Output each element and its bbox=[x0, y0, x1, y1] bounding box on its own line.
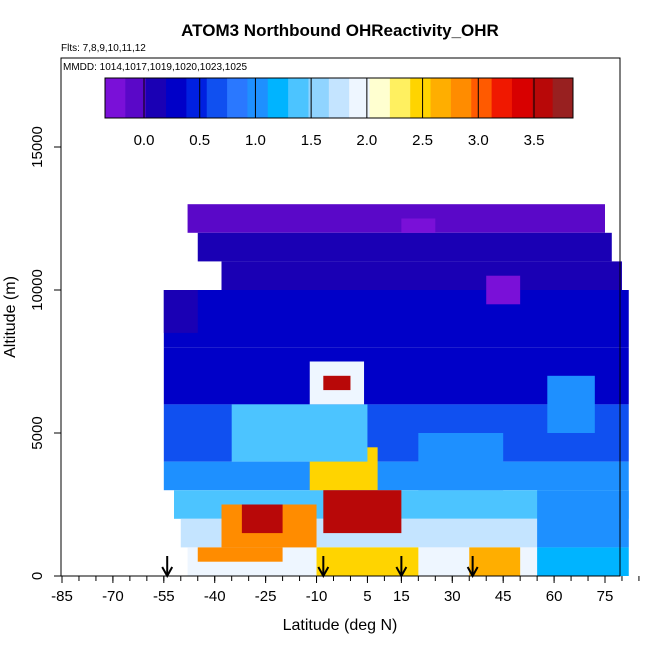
heatmap-cell bbox=[323, 375, 351, 391]
heatmap-cell bbox=[163, 290, 629, 348]
x-axis-label: Latitude (deg N) bbox=[283, 617, 398, 634]
colorbar-swatch bbox=[511, 78, 533, 118]
heatmap-cell bbox=[537, 547, 629, 576]
flights-subtitle: Flts: 7,8,9,10,11,12 bbox=[61, 43, 146, 54]
colorbar-swatch bbox=[145, 78, 167, 118]
x-tick-label: -25 bbox=[255, 588, 277, 605]
x-tick-label: 60 bbox=[546, 588, 563, 605]
x-tick-label: -40 bbox=[204, 588, 226, 605]
colorbar-swatch bbox=[349, 78, 371, 118]
heatmap-cell bbox=[241, 504, 283, 534]
colorbar-swatch bbox=[227, 78, 248, 118]
x-tick-label: 45 bbox=[495, 588, 512, 605]
colorbar-swatch bbox=[552, 78, 574, 118]
colorbar-swatch bbox=[267, 78, 289, 118]
colorbar: 0.0 0.5 1.0 1.5 2.0 2.5 3.0 3.5 bbox=[104, 77, 574, 149]
heatmap-cell bbox=[486, 275, 521, 305]
x-tick-label: -85 bbox=[51, 588, 73, 605]
y-axis-label: Altitude (m) bbox=[2, 276, 19, 358]
colorbar-swatch bbox=[430, 78, 452, 118]
colorbar-swatch bbox=[532, 78, 554, 118]
colorbar-swatch bbox=[247, 78, 269, 118]
colorbar-swatch bbox=[491, 78, 513, 118]
colorbar-swatch bbox=[186, 78, 208, 118]
dates-subtitle: MMDD: 1014,1017,1019,1020,1023,1025 bbox=[63, 62, 247, 73]
colorbar-tick-label: 2.5 bbox=[412, 132, 433, 149]
colorbar-swatch bbox=[328, 78, 350, 118]
heatmap-cell bbox=[197, 232, 612, 262]
colorbar-swatch bbox=[471, 78, 493, 118]
heatmap-cell bbox=[187, 204, 605, 233]
heatmap-cell bbox=[547, 375, 595, 433]
colorbar-tick-label: 3.0 bbox=[468, 132, 489, 149]
heatmap-cell bbox=[469, 547, 521, 576]
colorbar-swatch bbox=[288, 78, 309, 118]
heatmap-area bbox=[163, 204, 629, 576]
x-tick-label: 5 bbox=[363, 588, 371, 605]
y-tick-label: 5000 bbox=[29, 416, 46, 449]
colorbar-swatch bbox=[389, 78, 411, 118]
y-tick-label: 10000 bbox=[29, 269, 46, 311]
heatmap-cell bbox=[221, 261, 622, 290]
colorbar-tick-label: 3.5 bbox=[524, 132, 545, 149]
colorbar-swatch bbox=[410, 78, 432, 118]
colorbar-swatch bbox=[125, 78, 147, 118]
x-tick-label: 75 bbox=[597, 588, 614, 605]
y-axis: 0 5000 10000 15000 bbox=[29, 126, 61, 580]
chart-title: ATOM3 Northbound OHReactivity_OHR bbox=[181, 21, 499, 40]
colorbar-swatch bbox=[105, 78, 126, 118]
colorbar-tick-label: 1.0 bbox=[245, 132, 266, 149]
colorbar-swatch bbox=[206, 78, 228, 118]
heatmap-cell bbox=[537, 490, 629, 548]
heatmap-cell bbox=[401, 218, 436, 233]
colorbar-tick-label: 0.0 bbox=[134, 132, 155, 149]
heatmap-cell bbox=[418, 433, 504, 491]
heatmap-cell bbox=[163, 290, 198, 333]
heatmap-cell bbox=[231, 404, 368, 462]
heatmap-cell bbox=[163, 461, 629, 491]
colorbar-tick-label: 0.5 bbox=[189, 132, 210, 149]
colorbar-swatch bbox=[308, 78, 330, 118]
heatmap-cell bbox=[197, 547, 283, 562]
x-tick-label: -55 bbox=[153, 588, 175, 605]
y-tick-label: 0 bbox=[29, 572, 46, 580]
plot-frame bbox=[60, 57, 621, 577]
heatmap-cell bbox=[323, 490, 402, 534]
colorbar-tick-label: 1.5 bbox=[301, 132, 322, 149]
x-tick-label: 15 bbox=[393, 588, 410, 605]
x-tick-label: -70 bbox=[102, 588, 124, 605]
colorbar-swatch bbox=[450, 78, 472, 118]
colorbar-swatch bbox=[369, 78, 391, 118]
y-tick-label: 15000 bbox=[29, 126, 46, 168]
colorbar-tick-label: 2.0 bbox=[356, 132, 377, 149]
x-tick-label: -10 bbox=[306, 588, 328, 605]
x-axis: -85 -70 -55 -40 -25 -10 5 15 30 45 60 75 bbox=[51, 576, 640, 605]
colorbar-swatch bbox=[166, 78, 187, 118]
x-tick-label: 30 bbox=[444, 588, 461, 605]
colorbar-frame bbox=[104, 77, 574, 119]
